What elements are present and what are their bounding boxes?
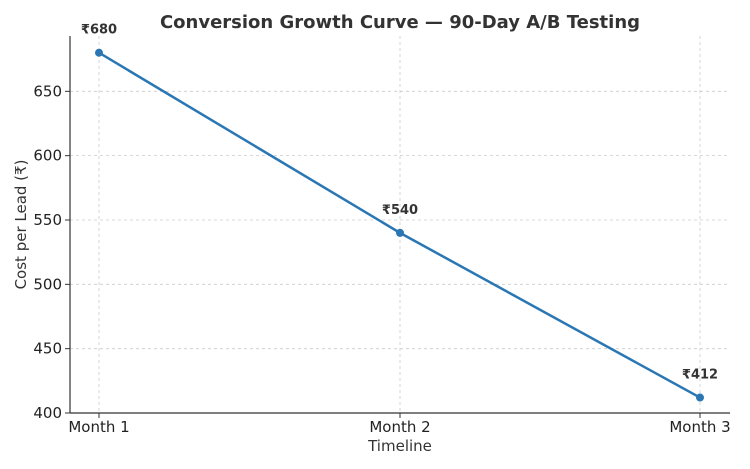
series-line [98,51,701,399]
y-tick-label: 450 [33,340,62,358]
y-tick-label: 500 [33,275,62,293]
x-tick-label: Month 2 [369,418,430,436]
y-tick-label: 650 [33,82,62,100]
data-label: ₹412 [682,368,718,383]
y-tick-label: 550 [33,211,62,229]
data-label: ₹540 [382,203,418,218]
x-tick-label: Month 3 [669,418,730,436]
x-axis-label: Timeline [367,437,432,455]
y-tick-label: 400 [33,404,62,422]
y-axis-label: Cost per Lead (₹) [12,160,30,290]
y-tick-label: 600 [33,147,62,165]
chart-title: Conversion Growth Curve — 90-Day A/B Tes… [160,12,640,33]
x-axis-ticks: Month 1 Month 2 Month 3 [68,413,731,436]
data-label: ₹680 [81,23,117,38]
grid-layer [70,36,730,414]
data-point [95,48,103,57]
data-point [696,393,704,402]
y-axis-ticks: 400 450 500 550 600 650 [33,82,70,422]
data-point [396,228,404,237]
series-layer: ₹680 ₹540 ₹412 [81,23,718,402]
x-tick-label: Month 1 [68,418,129,436]
